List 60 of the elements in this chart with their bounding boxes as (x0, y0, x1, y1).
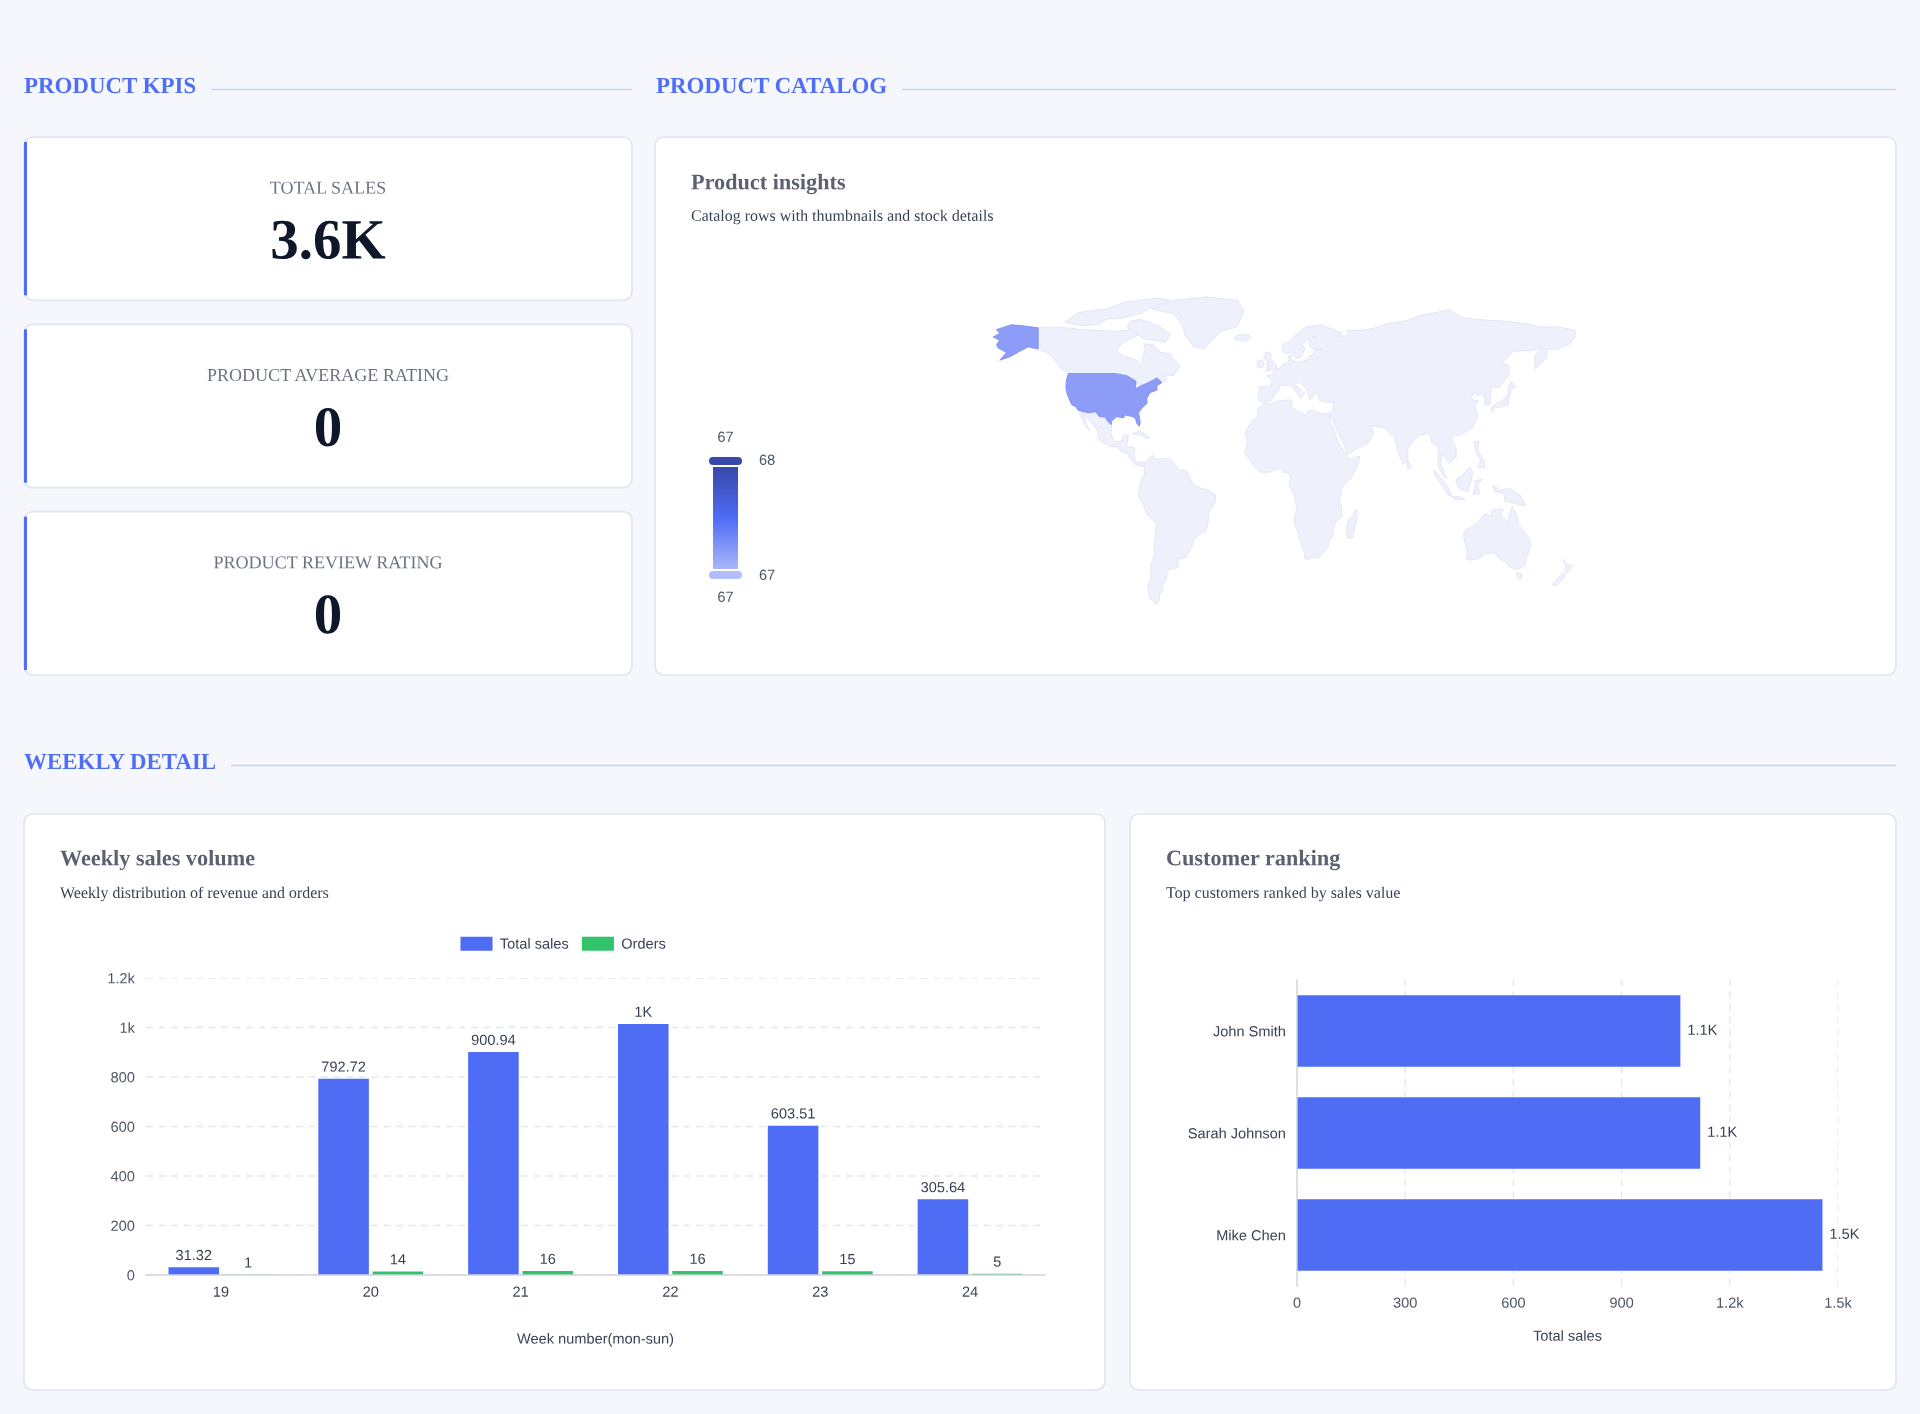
x-tick-label: 21 (513, 1286, 528, 1297)
y-tick-label: 600 (111, 1121, 135, 1132)
x-tick-label: 1.2k (1717, 1297, 1744, 1308)
text: 0 (315, 407, 341, 447)
y-tick-label: Mike Chen (1217, 1229, 1285, 1241)
x-tick-label: 900 (1610, 1297, 1634, 1308)
data-label: 603.51 (771, 1108, 815, 1119)
y-tick-label: 1k (120, 1022, 135, 1033)
x-tick-label: 20 (363, 1286, 379, 1297)
data-label: 1 (245, 1257, 252, 1268)
x-axis-title: Week number(mon-sun) (517, 1333, 674, 1347)
x-tick-label: 0 (1293, 1297, 1301, 1308)
legend-label: Total sales (500, 938, 569, 949)
data-label: 15 (840, 1254, 855, 1265)
x-tick-label: 22 (663, 1286, 678, 1297)
text: PRODUCT CATALOG (656, 77, 887, 94)
x-tick-label: 24 (962, 1286, 978, 1297)
data-label: 1.5K (1830, 1228, 1860, 1239)
data-label: 1.1K (1688, 1024, 1718, 1035)
y-tick-label: John Smith (1213, 1025, 1285, 1037)
x-tick-label: 1.5k (1825, 1297, 1852, 1308)
text: 3.6K (272, 220, 386, 260)
category-label: TOTAL SALES (270, 181, 386, 194)
text: Catalog rows with thumbnails and stock details (691, 209, 993, 225)
chart-subtitle: Top customers ranked by sales value (1166, 886, 1400, 902)
y-tick-label: 800 (111, 1072, 135, 1083)
text: WEEKLY DETAIL (24, 753, 216, 770)
x-tick-label: 600 (1501, 1297, 1525, 1308)
data-label: 5 (993, 1256, 1001, 1267)
category-label: PRODUCT REVIEW RATING (213, 556, 442, 569)
text: Product insights (691, 173, 846, 195)
chart-title: Customer ranking (1167, 849, 1341, 871)
x-tick-label: 19 (213, 1286, 229, 1297)
data-label: 16 (690, 1253, 706, 1264)
text: 67 (718, 431, 733, 442)
y-tick-label: 200 (111, 1220, 135, 1231)
text: 67 (718, 591, 733, 602)
x-axis-title: Total sales (1533, 1330, 1602, 1341)
category-label: PRODUCT AVERAGE RATING (207, 368, 449, 382)
legend-label: Orders (621, 938, 666, 949)
data-label: 305.64 (921, 1181, 965, 1193)
chart-subtitle: Weekly distribution of revenue and orders (60, 886, 329, 902)
x-tick-label: 23 (812, 1286, 828, 1297)
chart-title: Weekly sales volume (60, 849, 255, 871)
text: 0 (315, 595, 341, 634)
y-tick-label: 1.2k (108, 972, 135, 984)
text: 67 (759, 569, 775, 580)
text: 68 (759, 454, 775, 465)
text: PRODUCT KPIS (24, 77, 196, 94)
data-label: 1K (635, 1006, 653, 1017)
y-tick-label: 0 (127, 1270, 135, 1281)
data-label: 792.72 (322, 1061, 366, 1072)
data-label: 14 (390, 1254, 406, 1265)
data-label: 1.1K (1708, 1126, 1738, 1137)
y-tick-label: 400 (110, 1171, 135, 1182)
x-tick-label: 300 (1393, 1297, 1417, 1308)
data-label: 31.32 (176, 1249, 212, 1261)
data-label: 16 (540, 1253, 556, 1264)
data-label: 900.94 (471, 1034, 516, 1045)
y-tick-label: Sarah Johnson (1188, 1127, 1285, 1139)
